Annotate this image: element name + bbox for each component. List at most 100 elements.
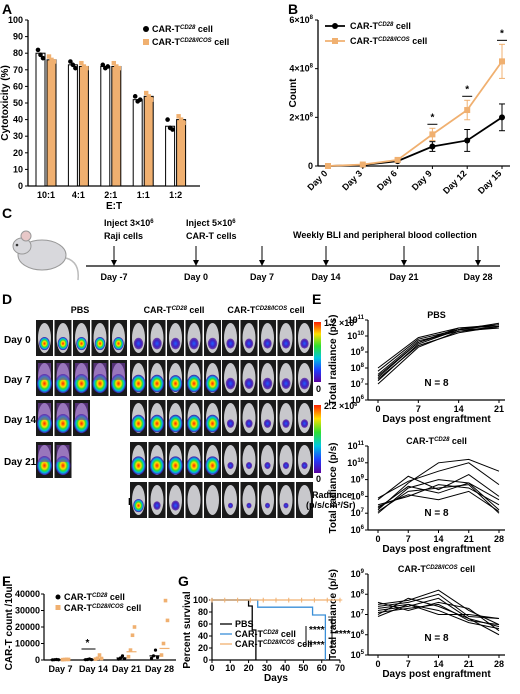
e3-series-line-5: [377, 593, 500, 620]
e1-ytick-label: 1010: [347, 331, 364, 341]
f-point: [130, 633, 135, 638]
a-ytick-label: 90: [13, 32, 23, 42]
a-legend-label-1: CAR-TCD28/ICOS cell: [152, 37, 229, 47]
e1-ylabel: Total radiance (p/s): [328, 315, 339, 406]
d-signal-blob: [225, 377, 236, 390]
e1-series-line-6: [377, 325, 500, 380]
f-point: [128, 648, 133, 652]
e1-ytick-label: 106: [351, 395, 365, 405]
e3-note: N = 8: [424, 633, 449, 644]
e1-ytick-label: 107: [351, 379, 365, 389]
b-xtick-label: Day 3: [340, 168, 364, 192]
e2-series-line-6: [377, 462, 500, 499]
e2-series-line-0: [377, 458, 500, 511]
d-group-label: CAR-TCD28 cell: [144, 305, 205, 315]
e2-series-line-4: [377, 482, 500, 509]
b-sig-star: *: [430, 112, 434, 123]
g-xtick-label: 10: [225, 663, 235, 673]
d-signal-blob: [227, 502, 234, 509]
d-signal-blob: [149, 456, 165, 475]
a-xtick-label: 4:1: [72, 190, 85, 200]
b-point: [394, 156, 401, 163]
d-mouse-silhouette: [279, 403, 293, 433]
b-xtick-label: Day 9: [410, 168, 434, 192]
g-censor-mark: +: [286, 595, 291, 605]
c-arrow-head: [193, 260, 199, 266]
a-point: [165, 117, 170, 122]
a-point: [105, 64, 111, 69]
f-point: [126, 654, 131, 659]
g-legend-label-1: CAR-TCD28 cell: [235, 629, 296, 639]
g-legend-label-2: CAR-TCD28/ICOS cell: [235, 639, 312, 649]
d-signal-blob: [187, 374, 201, 393]
a-ytick-label: 80: [13, 48, 23, 58]
d-signal-blob: [187, 414, 201, 433]
d-signal-blob: [189, 337, 199, 350]
d-day-label: Day 0: [4, 335, 31, 346]
f-point: [161, 641, 166, 646]
d-diffuse-signal: [56, 403, 70, 421]
d-signal-blob: [76, 337, 87, 351]
d-signal-blob: [170, 337, 181, 350]
a-point: [51, 59, 57, 64]
b-point: [429, 131, 436, 138]
d-signal-blob: [244, 378, 254, 389]
d-signal-blob: [168, 456, 183, 475]
b-xtick-label: Day 15: [476, 168, 504, 196]
c-day-label: Day 0: [184, 272, 208, 282]
d-scale2-unit2: (p/s/cm²/Sr): [306, 500, 356, 510]
e3-title: CAR-TCD28/ICOS cell: [398, 564, 475, 574]
d-signal-blob: [301, 462, 308, 470]
e2-xlabel: Days post engraftment: [382, 544, 491, 555]
e1-ytick-label: 109: [351, 347, 365, 357]
d-signal-blob: [133, 337, 144, 350]
a-bar-4:1-s1: [78, 65, 89, 187]
d-signal-blob: [171, 500, 180, 511]
b-point: [359, 161, 366, 168]
d-signal-blob: [205, 374, 220, 393]
a-legend-marker: [143, 39, 149, 45]
d-signal-blob: [131, 414, 146, 433]
g-sig: ****: [309, 625, 325, 636]
c-event-line2: CAR-T cells: [186, 231, 237, 241]
b-ylabel: Count: [288, 78, 299, 108]
g-censor-mark: +: [312, 595, 317, 605]
b-xtick-label: Day 6: [375, 168, 399, 192]
d-diffuse-signal: [56, 445, 70, 463]
a-ytick-label: 40: [13, 115, 23, 125]
e2-ytick-label: 1010: [347, 458, 364, 468]
c-day-label: Day 14: [311, 272, 340, 282]
a-ytick-label: 100: [8, 15, 23, 25]
g-censor-mark: +: [337, 595, 342, 605]
e1-ytick-label: 1011: [348, 315, 365, 325]
b-point: [499, 114, 505, 121]
d-mouse-silhouette: [224, 403, 237, 433]
b-series-line-1: [327, 60, 503, 167]
b-legend-label-0: CAR-TCD28 cell: [350, 21, 411, 31]
d-signal-blob: [300, 338, 309, 349]
a-ytick-label: 60: [13, 81, 23, 91]
d-diffuse-signal: [38, 403, 51, 421]
c-day-label: Day 28: [463, 272, 492, 282]
a-point: [38, 52, 43, 58]
d-mouse-silhouette: [298, 403, 311, 433]
e3-xtick-label: 0: [375, 659, 380, 669]
d-day-label: Day 14: [4, 415, 37, 426]
e2-ylabel: Total radiance (p/s): [328, 443, 339, 534]
mouse-ear: [20, 230, 32, 242]
e1-title: PBS: [427, 310, 446, 320]
a-ytick-label: 50: [13, 98, 23, 108]
a-xlabel: E:T: [106, 201, 122, 212]
f-xtick-label: Day 7: [48, 664, 72, 674]
panel-letter-F: F: [2, 573, 11, 589]
d-mouse-silhouette: [224, 485, 237, 515]
g-ytick-label: 40: [198, 631, 208, 641]
a-legend-label-0: CAR-TCD28 cell: [152, 24, 213, 34]
g-ytick-label: 100: [193, 595, 208, 605]
a-point: [73, 65, 78, 71]
d-diffuse-signal: [38, 363, 51, 381]
g-censor-mark: +: [299, 595, 304, 605]
a-ytick-label: 10: [13, 164, 23, 174]
g-ytick-label: 60: [198, 619, 208, 629]
d-scale2-max: 2.2 ×108: [324, 401, 357, 411]
